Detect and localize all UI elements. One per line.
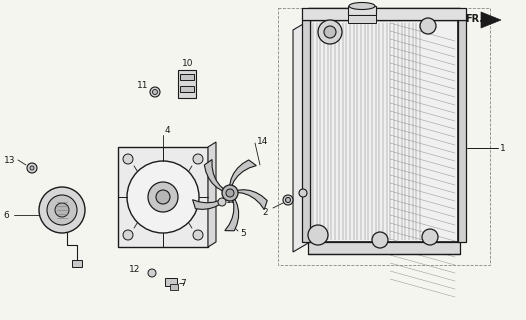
Text: 11: 11	[137, 81, 149, 90]
Text: 5: 5	[240, 228, 246, 237]
Circle shape	[372, 232, 388, 248]
Circle shape	[299, 189, 307, 197]
Bar	[348, 15, 376, 23]
Text: 3: 3	[314, 202, 320, 211]
Polygon shape	[481, 12, 501, 28]
Circle shape	[286, 197, 290, 203]
Circle shape	[193, 230, 203, 240]
Circle shape	[283, 195, 293, 205]
Bar	[178, 70, 196, 98]
Text: 1: 1	[500, 143, 506, 153]
Polygon shape	[193, 197, 226, 209]
Text: 4: 4	[165, 125, 170, 134]
Polygon shape	[308, 242, 460, 254]
Circle shape	[39, 187, 85, 233]
Circle shape	[150, 87, 160, 97]
Bar	[278, 8, 490, 265]
Bar	[310, 20, 458, 242]
Text: 14: 14	[257, 137, 268, 146]
Circle shape	[148, 182, 178, 212]
Circle shape	[308, 225, 328, 245]
Circle shape	[55, 203, 69, 217]
Polygon shape	[236, 190, 267, 210]
Circle shape	[148, 269, 156, 277]
Circle shape	[193, 154, 203, 164]
Text: 12: 12	[129, 266, 140, 275]
Polygon shape	[293, 20, 310, 252]
Text: 12: 12	[226, 196, 237, 204]
Bar	[72, 260, 82, 267]
Bar	[165, 278, 177, 286]
Circle shape	[30, 166, 34, 170]
Circle shape	[156, 190, 170, 204]
Text: 9: 9	[360, 20, 366, 29]
Circle shape	[123, 230, 133, 240]
Circle shape	[422, 229, 438, 245]
Polygon shape	[302, 8, 466, 20]
Bar	[458, 20, 466, 242]
Circle shape	[222, 185, 238, 201]
Polygon shape	[204, 159, 225, 191]
Circle shape	[318, 20, 342, 44]
Circle shape	[123, 154, 133, 164]
Bar	[348, 6, 376, 15]
Ellipse shape	[349, 3, 375, 10]
Circle shape	[324, 26, 336, 38]
Circle shape	[226, 189, 234, 197]
Text: 2: 2	[262, 207, 268, 217]
Bar	[302, 20, 310, 242]
Polygon shape	[208, 142, 216, 247]
Bar	[310, 20, 458, 242]
Polygon shape	[225, 199, 239, 231]
Bar	[180, 86, 194, 92]
Text: 6: 6	[3, 211, 9, 220]
Circle shape	[420, 18, 436, 34]
Text: 7: 7	[180, 278, 186, 287]
Bar	[170, 284, 178, 290]
Text: 13: 13	[4, 156, 15, 164]
Circle shape	[218, 198, 226, 206]
Circle shape	[27, 163, 37, 173]
Circle shape	[127, 161, 199, 233]
Text: FR.: FR.	[465, 14, 483, 24]
Bar	[180, 74, 194, 80]
Bar	[118, 147, 208, 247]
Polygon shape	[230, 160, 256, 187]
Text: 10: 10	[182, 59, 194, 68]
Text: 8: 8	[382, 29, 388, 38]
Circle shape	[47, 195, 77, 225]
Circle shape	[153, 90, 157, 94]
Polygon shape	[308, 8, 460, 20]
